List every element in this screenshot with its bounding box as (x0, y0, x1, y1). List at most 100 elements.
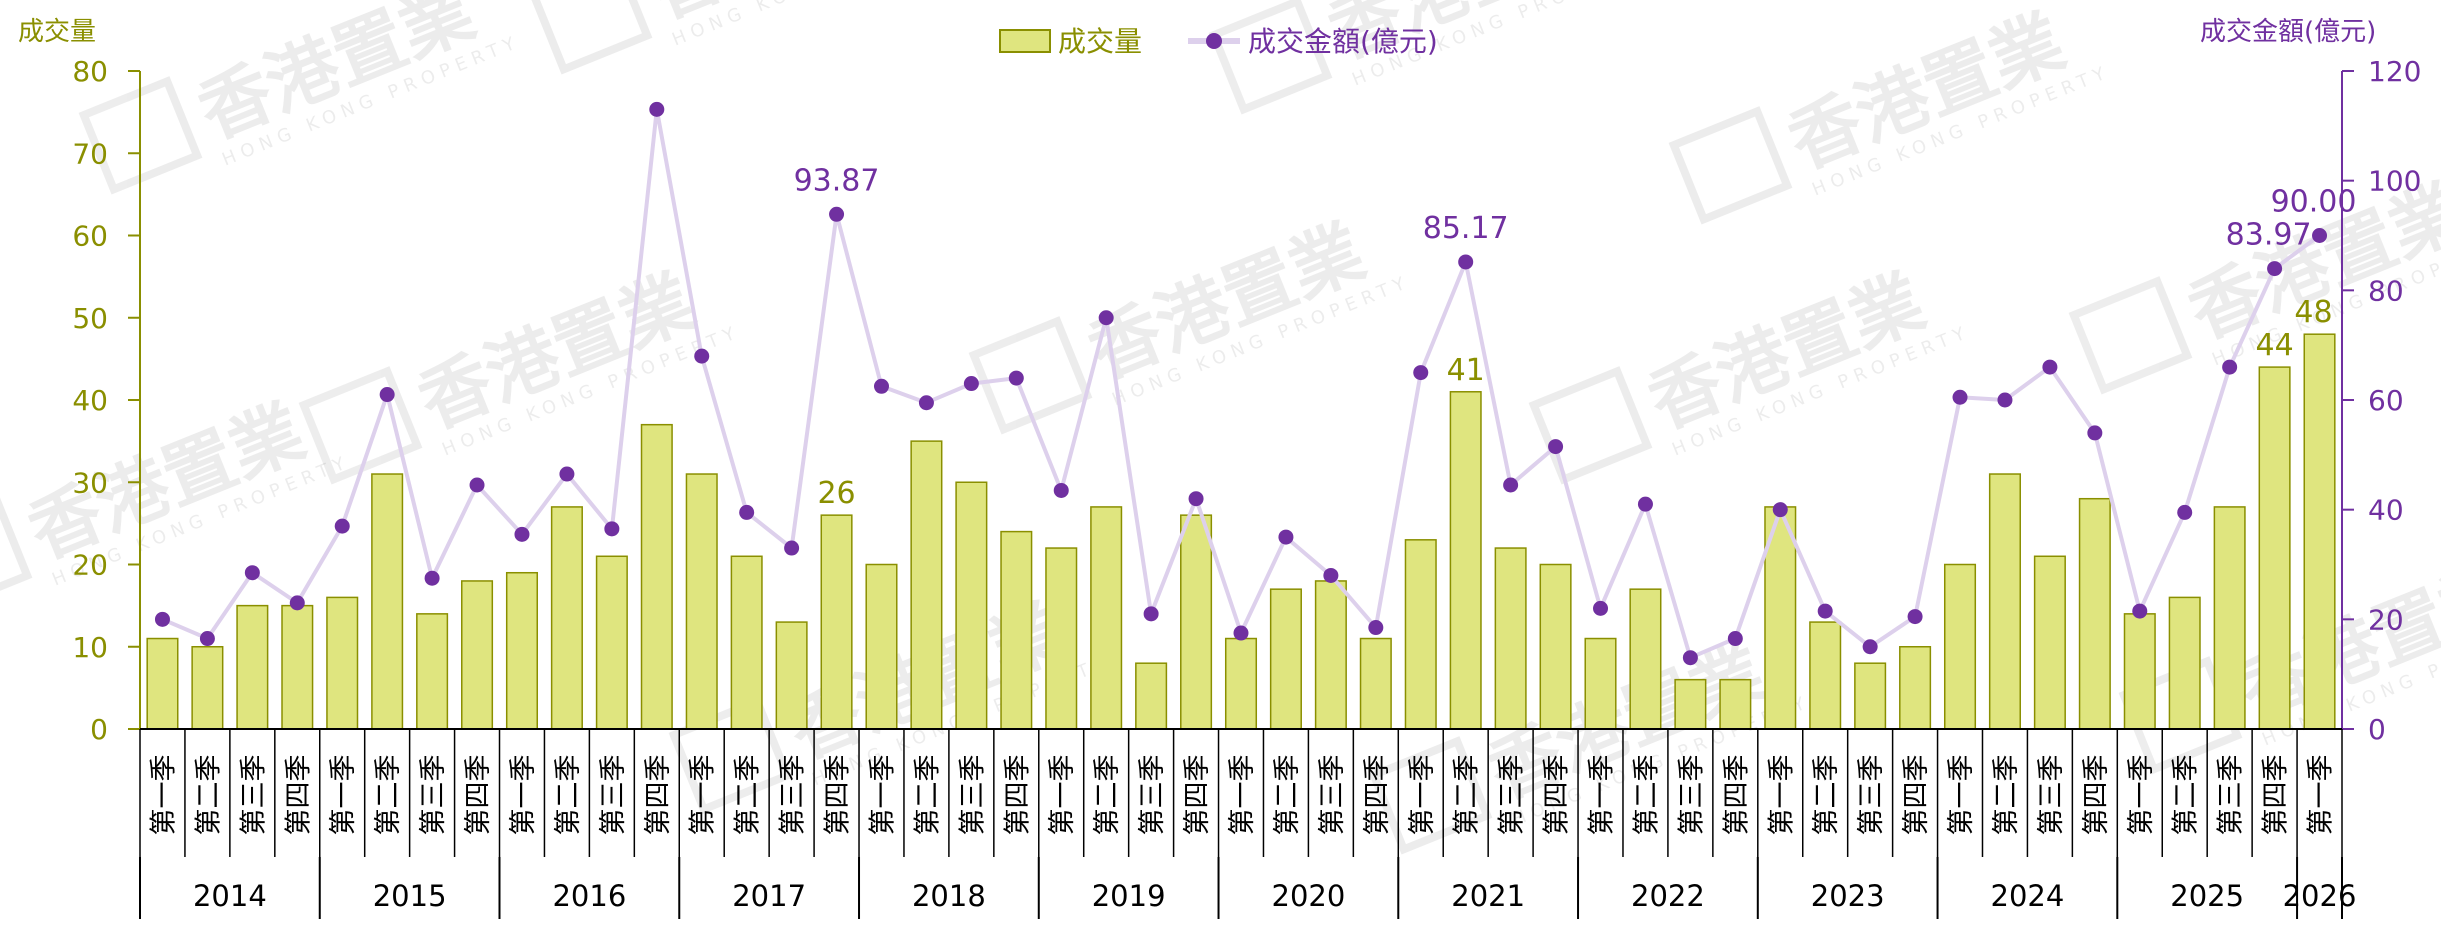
amount-point (334, 518, 350, 534)
bar (326, 596, 359, 730)
category-label: 第一季 (1227, 755, 1258, 836)
left-tick-label: 40 (72, 384, 108, 417)
bar (1674, 678, 1707, 730)
year-label: 2014 (193, 879, 267, 913)
bar (1988, 473, 2021, 730)
amount-point (1323, 567, 1339, 583)
amount-point (1143, 606, 1159, 622)
bar (1539, 563, 1572, 730)
amount-point (1458, 254, 1474, 270)
amount-point (2222, 359, 2238, 375)
right-tick-label: 40 (2368, 494, 2404, 527)
bar (1135, 662, 1168, 730)
amount-point (1727, 631, 1743, 647)
watermark-house-icon (1368, 736, 1493, 855)
category-label: 第一季 (1407, 755, 1438, 836)
legend-line-label: 成交金額(億元) (1248, 25, 1438, 58)
year-label: 2015 (373, 879, 447, 913)
category-label: 第二季 (1092, 755, 1123, 836)
bar (1809, 621, 1842, 730)
left-tick-label: 10 (72, 631, 108, 664)
amount-point (2177, 504, 2193, 520)
category-label: 第二季 (1631, 755, 1662, 836)
bar (775, 621, 808, 730)
bar-value-label: 48 (2294, 295, 2332, 330)
bar (1449, 391, 1482, 730)
amount-point (649, 101, 665, 117)
year-label: 2023 (1811, 879, 1885, 913)
bar (550, 506, 583, 730)
bar (236, 604, 269, 730)
category-label: 第三季 (598, 755, 629, 836)
bar (2213, 506, 2246, 730)
amount-point (1772, 502, 1788, 518)
right-tick-label: 100 (2368, 165, 2421, 198)
bar-value-label: 44 (2255, 328, 2293, 363)
category-label: 第二季 (553, 755, 584, 836)
left-tick-label: 80 (72, 55, 108, 88)
right-tick-label: 0 (2368, 713, 2386, 746)
amount-point (739, 504, 755, 520)
bar (1359, 637, 1392, 730)
category-label: 第四季 (1362, 755, 1393, 836)
category-label: 第一季 (688, 755, 719, 836)
category-label: 第一季 (148, 755, 179, 836)
amount-point (1368, 620, 1384, 636)
bar (1584, 637, 1617, 730)
year-label: 2022 (1631, 879, 1705, 913)
amount-point (559, 466, 575, 482)
amount-point (963, 376, 979, 392)
left-tick-label: 20 (72, 549, 108, 582)
amount-point (379, 387, 395, 403)
category-label: 第一季 (328, 755, 359, 836)
category-label: 第二季 (1452, 755, 1483, 836)
left-tick-label: 0 (90, 713, 108, 746)
amount-point (1188, 491, 1204, 507)
category-label: 第四季 (2261, 755, 2292, 836)
watermark-house-icon (78, 76, 203, 195)
amount-point (1593, 600, 1609, 616)
bar (595, 555, 628, 730)
left-axis-title: 成交量 (18, 17, 96, 47)
category-label: 第四季 (1542, 755, 1573, 836)
watermark-house-icon (0, 496, 33, 615)
category-label: 第三季 (957, 755, 988, 836)
year-label: 2017 (732, 879, 806, 913)
bar (1719, 678, 1752, 730)
year-label: 2024 (1991, 879, 2065, 913)
line-series (154, 101, 2328, 666)
amount-point (1637, 496, 1653, 512)
bar (1854, 662, 1887, 730)
axes: 0 10 20 30 40 50 60 70 80 0 20 40 60 80 100 120 (72, 55, 2421, 746)
bar (2168, 596, 2201, 730)
amount-point (1503, 477, 1519, 493)
bar (820, 514, 853, 730)
amount-point (469, 477, 485, 493)
bar (685, 473, 718, 730)
category-label: 第三季 (1137, 755, 1168, 836)
category-label: 第二季 (1811, 755, 1842, 836)
bar-value-label: 41 (1447, 353, 1485, 388)
year-label: 2020 (1272, 879, 1346, 913)
year-label: 2018 (912, 879, 986, 913)
right-tick-label: 60 (2368, 384, 2404, 417)
category-label: 第二季 (1272, 755, 1303, 836)
x-axis: 第一季 第二季 第三季 第四季 第一季 第二季 第三季 第四季 第一季 第二季 第三季 第四季 第一季第… (139, 728, 2356, 919)
amount-point (829, 206, 845, 222)
amount-point (873, 378, 889, 394)
amount-point (1008, 370, 1024, 386)
category-label: 第四季 (643, 755, 674, 836)
amount-point (1862, 639, 1878, 655)
bar (2258, 366, 2291, 730)
amount-point (1548, 439, 1564, 455)
bar (1090, 506, 1123, 730)
legend-bar-swatch (999, 29, 1051, 53)
bar-value-label: 26 (817, 476, 855, 511)
amount-point (918, 395, 934, 411)
category-label: 第一季 (508, 755, 539, 836)
watermark-house-icon (1668, 106, 1793, 225)
